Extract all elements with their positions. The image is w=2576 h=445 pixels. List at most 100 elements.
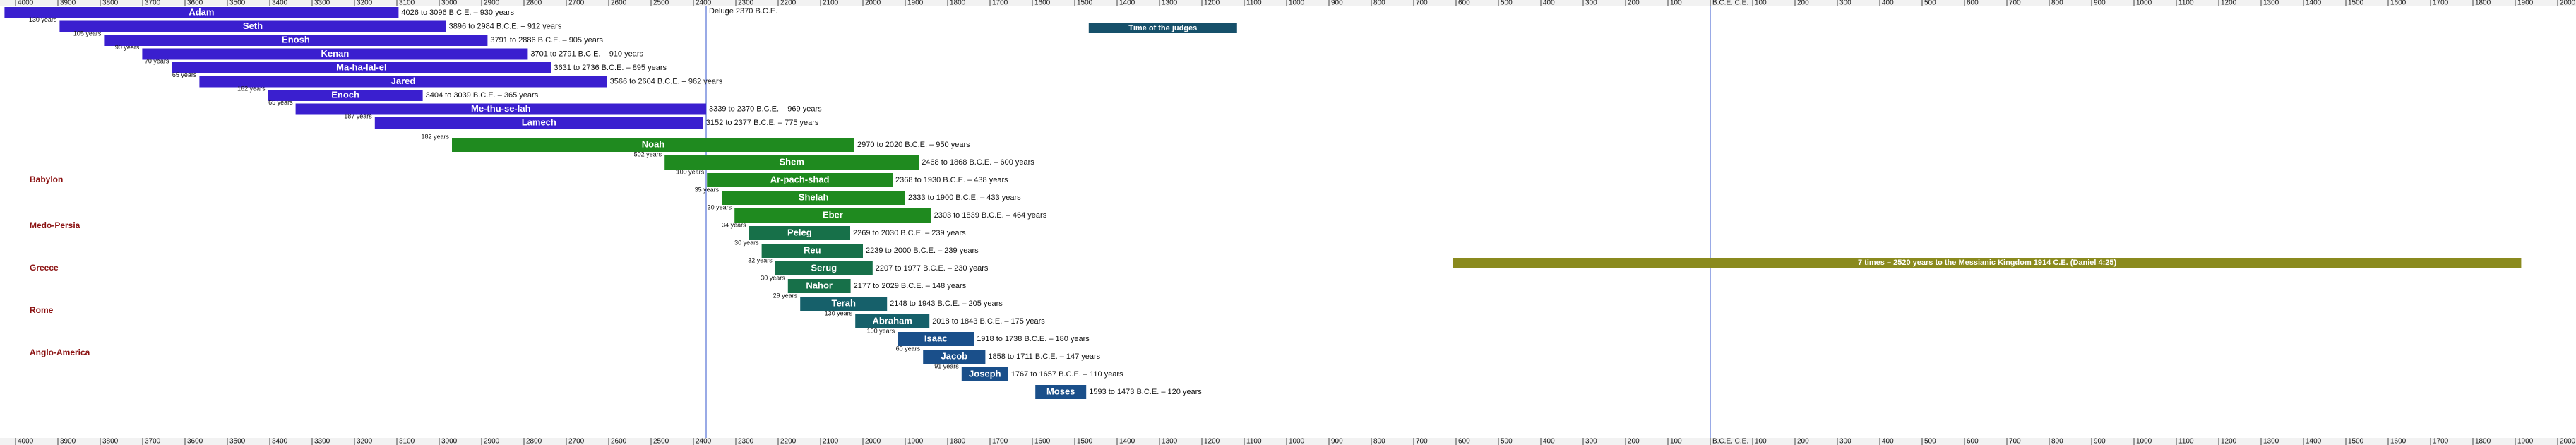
lifespan-label: 1593 to 1473 B.C.E. – 120 years bbox=[1089, 388, 1202, 396]
lifespan-label: 3152 to 2377 B.C.E. – 775 years bbox=[706, 119, 819, 127]
person-name: Abraham bbox=[873, 315, 912, 326]
world-powers-panel: Babylon Medo-Persia Greece Rome Anglo-Am… bbox=[30, 174, 90, 357]
lifespan-bar bbox=[295, 103, 707, 115]
lifespan-bar bbox=[1035, 385, 1087, 399]
lifespan-bar bbox=[4, 7, 399, 18]
lifespan-label: 3566 to 2604 B.C.E. – 962 years bbox=[610, 77, 723, 85]
age-label: 30 years bbox=[734, 239, 759, 246]
x-tick-label: 2200 bbox=[780, 438, 797, 445]
x-tick-label: 300 bbox=[1839, 438, 1852, 445]
x-tick-label: 1500 bbox=[2348, 438, 2364, 445]
x-tick-label: 3500 bbox=[229, 438, 246, 445]
x-tick-label: 800 bbox=[1373, 0, 1385, 7]
age-label: 65 years bbox=[268, 99, 293, 106]
x-tick-label: 500 bbox=[1924, 438, 1936, 445]
person-name: Ma-ha-lal-el bbox=[336, 61, 387, 72]
x-tick-label: 3000 bbox=[441, 438, 458, 445]
x-tick-label: 4000 bbox=[18, 0, 34, 7]
x-tick-label: 3900 bbox=[60, 0, 76, 7]
x-tick-label: 1400 bbox=[2306, 0, 2322, 7]
lifespan-label: 1858 to 1711 B.C.E. – 147 years bbox=[988, 352, 1100, 361]
lifespan-label: 3631 to 2736 B.C.E. – 895 years bbox=[554, 64, 667, 72]
age-label: 32 years bbox=[748, 256, 773, 263]
lifespan-label: 2303 to 1839 B.C.E. – 464 years bbox=[934, 211, 1047, 220]
x-tick-label: 1900 bbox=[2517, 438, 2534, 445]
x-tick-label: 2300 bbox=[738, 0, 754, 7]
person-name: Moses bbox=[1046, 386, 1075, 396]
x-tick-label: 1400 bbox=[1119, 438, 1135, 445]
x-tick-label: 300 bbox=[1585, 0, 1597, 7]
age-label: 34 years bbox=[722, 221, 746, 228]
x-tick-label: 2700 bbox=[568, 438, 585, 445]
x-tick-label: 2100 bbox=[823, 0, 839, 7]
x-tick-label: 2000 bbox=[2560, 438, 2576, 445]
x-tick-label: 2900 bbox=[484, 0, 500, 7]
lifespan-label: 2333 to 1900 B.C.E. – 433 years bbox=[908, 194, 1021, 202]
lifespan-bar bbox=[707, 173, 893, 187]
x-tick-label: 3900 bbox=[60, 438, 76, 445]
x-tick-label: 700 bbox=[1416, 0, 1428, 7]
x-tick-label: 500 bbox=[1924, 0, 1936, 7]
x-tick-label: 1200 bbox=[1204, 0, 1220, 7]
age-label: 105 years bbox=[73, 30, 102, 37]
person-name: Me-thu-se-lah bbox=[471, 103, 531, 114]
age-label: 65 years bbox=[172, 71, 197, 78]
lifespan-label: 1767 to 1657 B.C.E. – 110 years bbox=[1011, 370, 1123, 379]
person-name: Isaac bbox=[924, 333, 948, 343]
x-tick-label: 1700 bbox=[2433, 438, 2449, 445]
person-name: Reu bbox=[804, 244, 821, 255]
age-label: 30 years bbox=[761, 274, 785, 281]
x-tick-label: 600 bbox=[1967, 438, 1979, 445]
lifespan-bar bbox=[664, 155, 919, 170]
world-power: Anglo-America bbox=[30, 348, 90, 357]
lifespan-label: 2239 to 2000 B.C.E. – 239 years bbox=[866, 247, 979, 255]
person-name: Lamech bbox=[522, 117, 556, 127]
lifespan-bar bbox=[722, 191, 905, 205]
person-name: Shem bbox=[779, 156, 804, 167]
lifespan-bar bbox=[734, 208, 931, 222]
age-label: 182 years bbox=[421, 133, 449, 140]
lifespan-label: 3896 to 2984 B.C.E. – 912 years bbox=[449, 22, 562, 30]
x-tick-label: 1500 bbox=[2348, 0, 2364, 7]
x-tick-label: 300 bbox=[1585, 438, 1597, 445]
lifespan-label: 2970 to 2020 B.C.E. – 950 years bbox=[857, 141, 970, 149]
x-tick-label: 400 bbox=[1543, 0, 1555, 7]
x-tick-label: 3800 bbox=[102, 438, 119, 445]
age-label: 130 years bbox=[825, 309, 853, 316]
lifespan-label: 2207 to 1977 B.C.E. – 230 years bbox=[876, 264, 989, 273]
lifespan-bar bbox=[268, 90, 423, 101]
event-label: 7 times – 2520 years to the Messianic Ki… bbox=[1858, 259, 2117, 267]
lifespan-bar bbox=[374, 117, 703, 129]
x-tick-label: 1500 bbox=[1077, 438, 1093, 445]
person-name: Joseph bbox=[969, 368, 1001, 379]
lifespan-bar bbox=[59, 20, 446, 32]
x-tick-label: 800 bbox=[2051, 438, 2063, 445]
x-tick-label: 1600 bbox=[1034, 438, 1051, 445]
x-tick-label: 1200 bbox=[2221, 438, 2237, 445]
x-tick-label: 1700 bbox=[992, 0, 1008, 7]
x-tick-label: 1300 bbox=[2263, 438, 2279, 445]
person-name: Shelah bbox=[799, 191, 829, 202]
lifespan-label: 3791 to 2886 B.C.E. – 905 years bbox=[490, 36, 603, 44]
x-tick-label: 600 bbox=[1458, 0, 1470, 7]
x-tick-label: 600 bbox=[1458, 438, 1470, 445]
lifespan-bar bbox=[761, 244, 863, 258]
x-tick-label: 2500 bbox=[653, 438, 669, 445]
x-tick-label: 900 bbox=[2094, 0, 2106, 7]
x-tick-label: 700 bbox=[2009, 438, 2021, 445]
x-tick-label: 2000 bbox=[865, 438, 881, 445]
x-tick-label: 1800 bbox=[2475, 0, 2491, 7]
x-tick-label: 2100 bbox=[823, 438, 839, 445]
x-tick-label: 900 bbox=[2094, 438, 2106, 445]
x-tick-label: 100 bbox=[1755, 0, 1767, 7]
age-label: 91 years bbox=[934, 362, 959, 369]
x-tick-label: 3600 bbox=[187, 438, 203, 445]
top-axis-band bbox=[0, 0, 2576, 6]
lifespan-bar bbox=[787, 279, 851, 293]
person-name: Nahor bbox=[806, 280, 833, 290]
person-name: Peleg bbox=[787, 227, 812, 237]
x-tick-label: 3300 bbox=[314, 438, 330, 445]
age-label: 90 years bbox=[115, 44, 140, 51]
x-tick-label: 3000 bbox=[441, 0, 458, 7]
